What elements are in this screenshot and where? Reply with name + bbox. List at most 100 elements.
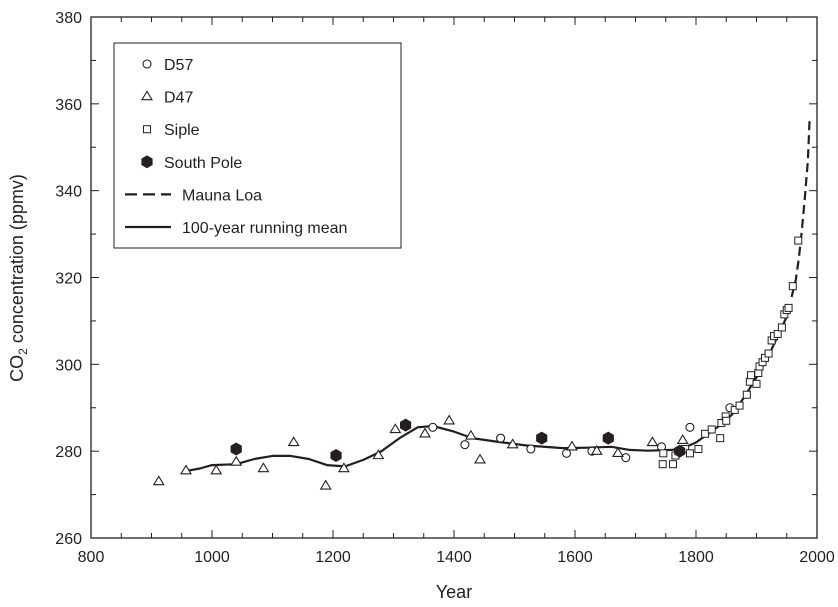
y-tick-label: 280: [55, 444, 82, 461]
d47-point: [319, 479, 332, 490]
d57-point: [460, 440, 470, 450]
legend-label: South Pole: [164, 155, 242, 172]
legend-box: [113, 42, 402, 249]
d57-point: [526, 444, 536, 454]
legend-item-d57: D57: [142, 57, 193, 74]
south-pole-point: [536, 431, 548, 445]
y-tick-label: 340: [55, 184, 82, 201]
legend-swatch-circle: [142, 59, 152, 69]
siple-point: [773, 329, 782, 338]
d47-point: [389, 423, 402, 434]
x-tick-label: 1400: [436, 549, 472, 566]
y-axis-title: CO2 concentration (ppmv): [7, 174, 30, 382]
south-pole-point: [330, 449, 342, 462]
legend-items: D57 D47 Siple South Pole Mauna Loa 100-year r…: [125, 57, 347, 237]
siple-point: [777, 323, 786, 332]
tick-labels: 800 1000 1200 1400 1600 1800 2000 260 280 300 320 3…: [55, 10, 835, 566]
siple-point: [701, 429, 710, 438]
legend-label: D47: [164, 90, 193, 107]
siple-point: [745, 377, 754, 386]
siple-point: [754, 369, 763, 378]
siple-point: [794, 236, 803, 245]
siple-point: [742, 390, 751, 399]
y-tick-label: 380: [55, 10, 82, 27]
d57-point: [428, 422, 438, 432]
y-axis-title-post: concentration (ppmv): [7, 174, 27, 348]
d47-point: [506, 438, 519, 449]
d47-point: [443, 414, 456, 425]
x-tick-label: 1800: [678, 549, 714, 566]
siple-series: [658, 236, 803, 469]
legend-label: D57: [164, 57, 193, 74]
d47-point: [464, 429, 477, 440]
siple-point: [658, 460, 667, 469]
d57-point: [496, 433, 506, 443]
plot-frame: [90, 16, 818, 539]
legend-label: Siple: [164, 122, 200, 139]
d47-point: [590, 444, 603, 455]
x-tick-label: 800: [78, 549, 105, 566]
d47-point: [474, 453, 486, 464]
siple-point: [716, 434, 725, 443]
south-pole-point: [399, 418, 412, 432]
legend-item-100-year-running-mean: 100-year running mean: [125, 220, 347, 237]
siple-point: [730, 405, 739, 414]
siple-point: [669, 460, 678, 469]
x-tick-label: 2000: [799, 549, 835, 566]
south-pole-point: [674, 444, 686, 458]
siple-point: [784, 303, 793, 312]
legend-label: 100-year running mean: [182, 220, 347, 237]
siple-point: [747, 371, 756, 380]
siple-point: [788, 282, 797, 291]
south-pole-point: [602, 431, 614, 445]
y-axis-title-pre: CO: [7, 355, 27, 382]
siple-point: [659, 449, 668, 458]
legend-swatch-square: [143, 125, 151, 134]
d57-series: [428, 403, 735, 463]
siple-point: [707, 425, 716, 434]
series-layer: [152, 116, 811, 490]
d47-point: [152, 475, 165, 486]
south-pole-series: [230, 418, 686, 462]
siple-point: [735, 401, 744, 410]
d57-point: [685, 422, 695, 432]
south-pole-point: [230, 442, 242, 456]
x-axis-title: Year: [436, 582, 472, 602]
legend-item-siple: Siple: [143, 122, 200, 139]
legend-swatch-hexagon-filled: [141, 155, 153, 169]
d47-point: [257, 462, 270, 473]
y-tick-label: 360: [55, 97, 82, 114]
d57-point: [621, 453, 631, 463]
legend-label: Mauna Loa: [182, 187, 262, 204]
legend-swatch-triangle: [141, 90, 153, 101]
x-tick-label: 1600: [557, 549, 593, 566]
siple-point: [752, 379, 761, 388]
d47-series: [152, 414, 689, 490]
d47-point: [566, 440, 578, 451]
d47-point: [646, 436, 659, 447]
legend: D57 D47 Siple South Pole Mauna Loa 100-year r…: [113, 42, 402, 249]
siple-point: [694, 444, 703, 453]
d47-point: [210, 464, 223, 475]
y-axis-title-sub: 2: [16, 348, 30, 355]
mauna-loa-line: [790, 116, 811, 298]
d47-point: [611, 447, 624, 458]
d47-point: [418, 427, 431, 438]
siple-point: [722, 416, 731, 425]
d47-point: [180, 464, 192, 475]
y-tick-label: 300: [55, 357, 82, 374]
legend-item-south-pole: South Pole: [141, 155, 242, 172]
d47-point: [372, 449, 385, 460]
siple-point: [685, 449, 694, 458]
y-tick-label: 320: [55, 271, 82, 288]
d47-point: [230, 455, 243, 466]
y-tick-label: 260: [55, 531, 82, 548]
d47-point: [676, 434, 689, 444]
x-tick-label: 1200: [315, 549, 351, 566]
siple-point: [764, 349, 773, 358]
legend-item-mauna-loa: Mauna Loa: [125, 187, 262, 204]
d47-point: [287, 436, 300, 447]
x-tick-label: 1000: [194, 549, 230, 566]
legend-item-d47: D47: [141, 90, 193, 107]
